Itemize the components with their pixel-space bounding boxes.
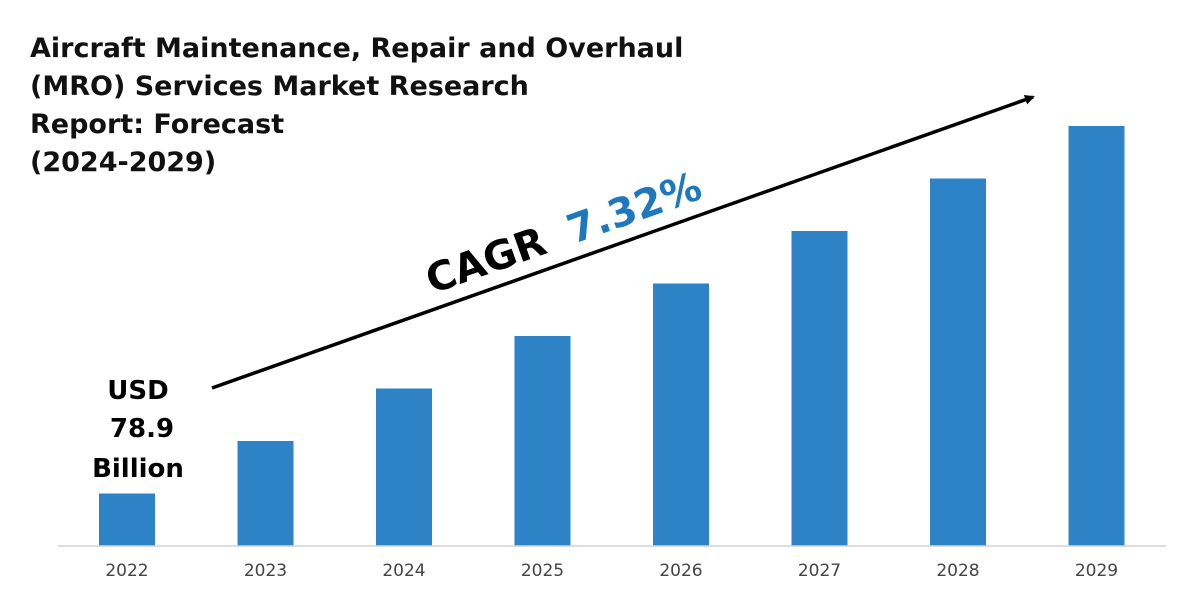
bar-2027 [791,231,848,546]
x-tick-2029: 2029 [1075,561,1118,581]
x-tick-2024: 2024 [382,561,425,581]
start-value-label: USD 78.9 Billion [92,376,184,484]
trend-arrow [211,94,1035,390]
start-value-line-1: USD [107,376,168,406]
x-tick-2022: 2022 [105,561,148,581]
bars-group [99,126,1125,546]
bar-2025 [514,336,571,546]
x-tick-2025: 2025 [521,561,564,581]
bar-2022 [99,493,155,546]
start-value-line-3: Billion [92,454,184,484]
bar-2024 [376,388,432,546]
x-tick-2023: 2023 [244,561,287,581]
x-tick-labels: 2022 2023 2024 2025 2026 2027 2028 2029 [105,561,1118,581]
cagr-annotation: CAGR 7.32% [420,164,707,304]
x-tick-2028: 2028 [936,561,979,581]
bar-2023 [237,441,294,546]
bar-2026 [653,283,709,546]
bar-2028 [930,178,986,546]
x-tick-2027: 2027 [798,561,841,581]
bar-2029 [1068,126,1125,546]
x-tick-2026: 2026 [659,561,702,581]
chart-title: Aircraft Maintenance, Repair and Overhau… [30,33,684,178]
start-value-line-2: 78.9 [110,414,174,444]
